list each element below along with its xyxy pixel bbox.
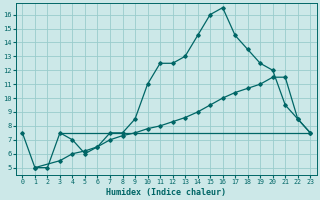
X-axis label: Humidex (Indice chaleur): Humidex (Indice chaleur) <box>106 188 226 197</box>
